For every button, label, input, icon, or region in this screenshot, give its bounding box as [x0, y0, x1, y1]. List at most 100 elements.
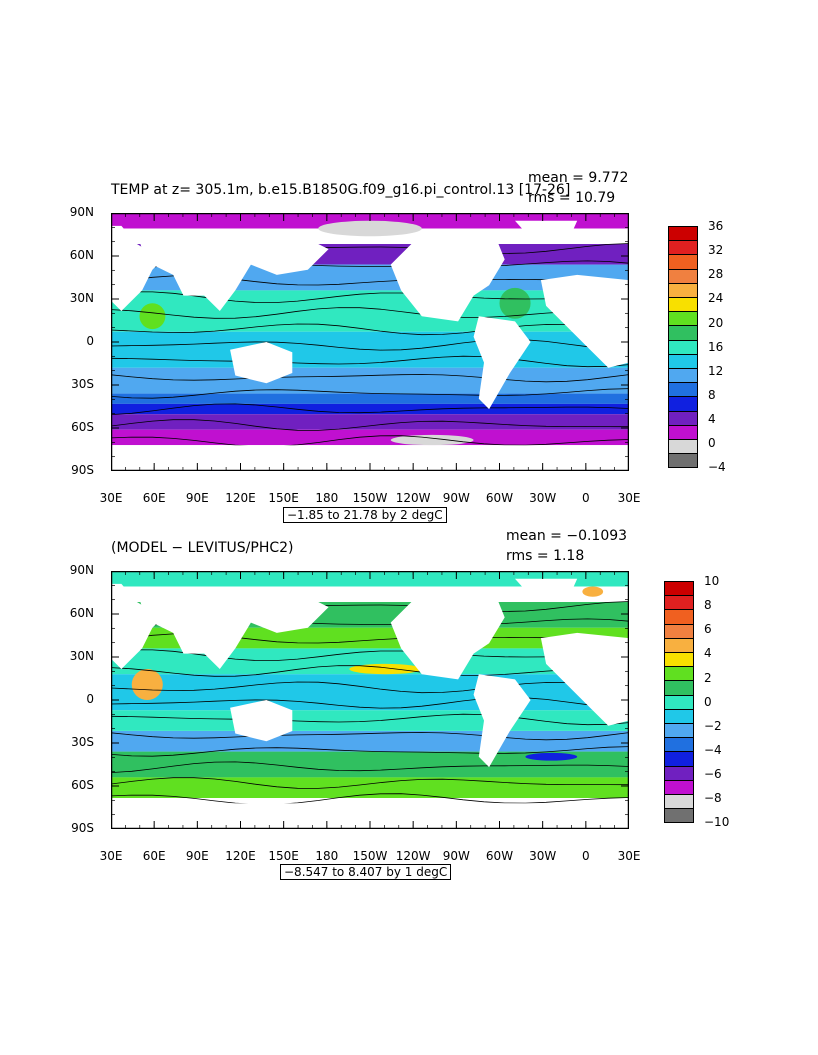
colorbar-label: 2	[704, 670, 712, 685]
longitude-tick-label: 180	[315, 491, 339, 505]
longitude-tick-label: 90E	[185, 491, 209, 505]
top-mean: mean = 9.772	[528, 170, 629, 186]
longitude-tick-label: 0	[582, 491, 590, 505]
latitude-tick-label: 30S	[71, 735, 94, 749]
colorbar-label: 36	[708, 219, 724, 233]
colorbar-swatch	[668, 297, 698, 313]
colorbar-swatch	[668, 382, 698, 398]
latitude-tick-label: 0	[86, 334, 94, 348]
colorbar-label: 4	[704, 646, 712, 661]
latitude-tick-label: 60S	[71, 778, 94, 792]
longitude-tick-label: 0	[582, 849, 590, 863]
colorbar-label: 28	[708, 267, 724, 282]
colorbar-swatch	[664, 637, 694, 653]
colorbar-swatch	[664, 723, 694, 739]
colorbar-swatch	[664, 680, 694, 696]
colorbar-swatch	[664, 694, 694, 710]
longitude-tick-label: 30W	[529, 849, 557, 863]
colorbar-label: −10	[704, 815, 730, 830]
colorbar-swatch	[664, 581, 694, 597]
latitude-tick-label: 60N	[69, 248, 94, 262]
colorbar-swatch	[668, 268, 698, 284]
latitude-tick-label: 90N	[69, 205, 94, 219]
colorbar-swatch	[668, 353, 698, 369]
colorbar-swatch	[664, 666, 694, 682]
colorbar-label: −4	[708, 460, 726, 475]
longitude-tick-label: 60E	[142, 491, 166, 505]
colorbar-label: 6	[704, 622, 712, 637]
colorbar-label: 32	[708, 243, 724, 258]
latitude-tick-label: 30N	[69, 649, 94, 663]
longitude-tick-label: 30W	[529, 491, 557, 505]
colorbar-swatch	[664, 737, 694, 753]
longitude-tick-label: 150E	[268, 849, 299, 863]
colorbar-swatch	[668, 240, 698, 256]
colorbar-label: −8	[704, 791, 722, 806]
colorbar-swatch	[668, 311, 698, 327]
colorbar-label: 10	[704, 574, 720, 588]
colorbar-swatch	[668, 453, 698, 469]
colorbar-label: 0	[708, 436, 716, 451]
colorbar-swatch	[664, 708, 694, 724]
colorbar-swatch	[664, 623, 694, 639]
latitude-tick-label: 0	[86, 692, 94, 706]
colorbar-label: 4	[708, 412, 716, 427]
colorbar-swatch	[668, 410, 698, 426]
longitude-tick-label: 150W	[352, 491, 388, 505]
longitude-tick-label: 60W	[485, 849, 514, 863]
top-rms: rms = 10.79	[528, 190, 616, 206]
latitude-tick-label: 60S	[71, 420, 94, 434]
longitude-tick-label: 120W	[395, 849, 431, 863]
colorbar-swatch	[668, 339, 698, 355]
colorbar-swatch	[664, 609, 694, 625]
colorbar-swatch	[664, 808, 694, 824]
bottom-title: (MODEL − LEVITUS/PHC2)	[111, 540, 294, 556]
colorbar-swatch	[664, 794, 694, 810]
colorbar-label: 20	[708, 315, 724, 330]
latitude-tick-label: 90S	[71, 821, 94, 835]
longitude-tick-label: 60W	[485, 491, 514, 505]
colorbar-label: 8	[708, 387, 716, 402]
colorbar-swatch	[668, 254, 698, 270]
latitude-tick-label: 60N	[69, 606, 94, 620]
latitude-tick-label: 90S	[71, 463, 94, 477]
longitude-tick-label: 30E	[617, 849, 641, 863]
colorbar-swatch	[664, 751, 694, 767]
top-contour-range: −1.85 to 21.78 by 2 degC	[283, 507, 447, 523]
colorbar-swatch	[668, 282, 698, 298]
latitude-tick-label: 30S	[71, 377, 94, 391]
longitude-tick-label: 90W	[442, 491, 470, 505]
longitude-tick-label: 120W	[395, 491, 431, 505]
colorbar-label: −6	[704, 767, 722, 782]
latitude-tick-label: 30N	[69, 291, 94, 305]
colorbar-swatch	[664, 779, 694, 795]
longitude-tick-label: 90W	[442, 849, 470, 863]
colorbar-label: 0	[704, 694, 712, 709]
colorbar-swatch	[668, 325, 698, 341]
longitude-tick-label: 150E	[268, 491, 299, 505]
colorbar-label: 16	[708, 339, 724, 354]
longitude-tick-label: 90E	[185, 849, 209, 863]
longitude-tick-label: 150W	[352, 849, 388, 863]
colorbar-label: −2	[704, 718, 722, 733]
colorbar-swatch	[664, 595, 694, 611]
longitude-tick-label: 30E	[99, 491, 123, 505]
colorbar-swatch	[668, 424, 698, 440]
colorbar-swatch	[668, 368, 698, 384]
colorbar-swatch	[668, 396, 698, 412]
top-temperature-map	[111, 213, 629, 471]
latitude-tick-label: 90N	[69, 563, 94, 577]
longitude-tick-label: 120E	[225, 491, 256, 505]
colorbar-label: −4	[704, 742, 722, 757]
longitude-tick-label: 60E	[142, 849, 166, 863]
longitude-tick-label: 120E	[225, 849, 256, 863]
longitude-tick-label: 30E	[617, 491, 641, 505]
colorbar-swatch	[668, 439, 698, 455]
longitude-tick-label: 30E	[99, 849, 123, 863]
bottom-difference-map	[111, 571, 629, 829]
colorbar-label: 12	[708, 363, 724, 378]
colorbar-label: 24	[708, 291, 724, 306]
colorbar-label: 8	[704, 598, 712, 613]
colorbar-swatch	[668, 226, 698, 242]
colorbar-swatch	[664, 765, 694, 781]
